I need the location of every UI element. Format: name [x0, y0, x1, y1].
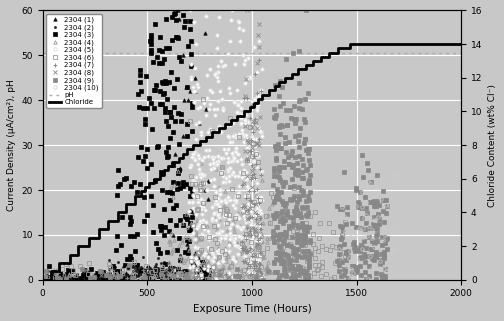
- Y-axis label: Current Density (μA/cm²), pH: Current Density (μA/cm²), pH: [7, 79, 16, 211]
- Y-axis label: Chloride Content (wt% Cl⁻): Chloride Content (wt% Cl⁻): [488, 84, 497, 206]
- Legend: 2304 (1), 2304 (2), 2304 (3), 2304 (4), 2304 (5), 2304 (6), 2304 (7), 2304 (8), : 2304 (1), 2304 (2), 2304 (3), 2304 (4), …: [46, 14, 101, 108]
- X-axis label: Exposure Time (Hours): Exposure Time (Hours): [193, 304, 311, 314]
